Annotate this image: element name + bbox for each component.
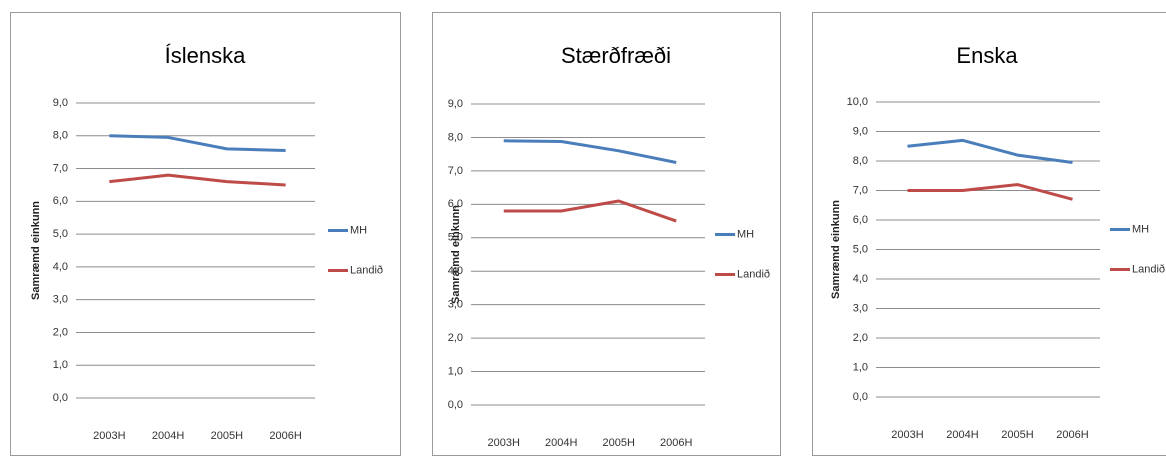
chart-title: Íslenska: [165, 43, 246, 68]
y-tick-label: 8,0: [448, 131, 463, 143]
y-tick-label: 2,0: [448, 332, 463, 344]
series-line: [503, 199, 677, 223]
y-tick-label: 4,0: [853, 273, 868, 285]
x-tick-label: 2004H: [946, 429, 978, 441]
y-tick-label: 9,0: [448, 98, 463, 110]
y-tick-label: 3,0: [853, 302, 868, 314]
x-tick-label: 2004H: [545, 437, 577, 449]
y-tick-label: 1,0: [853, 361, 868, 373]
legend-label: MH: [737, 228, 754, 240]
x-tick-label: 2005H: [1001, 429, 1033, 441]
y-tick-label: 5,0: [53, 228, 68, 240]
y-tick-label: 0,0: [53, 392, 68, 404]
y-axis-label: Samræmd einkunn: [30, 201, 42, 300]
series-line: [109, 173, 286, 187]
y-tick-label: 3,0: [53, 294, 68, 306]
legend-label: Landið: [1132, 263, 1165, 275]
series-line: [109, 134, 286, 153]
series-line: [907, 183, 1073, 201]
y-tick-label: 5,0: [448, 232, 463, 244]
y-axis-label: Samræmd einkunn: [450, 205, 462, 304]
y-tick-label: 0,0: [853, 391, 868, 403]
panel-frame: [812, 12, 1166, 456]
series-line: [503, 139, 677, 164]
y-tick-label: 1,0: [53, 359, 68, 371]
y-tick-label: 5,0: [853, 243, 868, 255]
y-tick-label: 2,0: [53, 326, 68, 338]
y-tick-label: 8,0: [53, 130, 68, 142]
y-tick-label: 2,0: [853, 332, 868, 344]
series-line: [907, 138, 1073, 164]
y-tick-label: 7,0: [853, 184, 868, 196]
y-tick-label: 6,0: [53, 195, 68, 207]
x-tick-label: 2003H: [488, 437, 520, 449]
x-tick-label: 2003H: [891, 429, 923, 441]
x-tick-label: 2004H: [152, 430, 184, 442]
y-tick-label: 1,0: [448, 365, 463, 377]
chart-title: Stærðfræði: [561, 43, 671, 68]
x-tick-label: 2005H: [603, 437, 635, 449]
x-tick-label: 2006H: [660, 437, 692, 449]
y-tick-label: 9,0: [853, 125, 868, 137]
x-tick-label: 2005H: [211, 430, 243, 442]
legend-label: MH: [1132, 223, 1149, 235]
y-axis-label: Samræmd einkunn: [830, 200, 842, 299]
x-tick-label: 2003H: [93, 430, 125, 442]
legend-label: Landið: [737, 268, 770, 280]
chart-title: Enska: [956, 43, 1018, 68]
legend-label: Landið: [350, 264, 383, 276]
y-tick-label: 6,0: [853, 214, 868, 226]
y-tick-label: 3,0: [448, 299, 463, 311]
y-tick-label: 10,0: [847, 96, 868, 108]
y-tick-label: 0,0: [448, 399, 463, 411]
y-tick-label: 9,0: [53, 97, 68, 109]
y-tick-label: 4,0: [53, 261, 68, 273]
y-tick-label: 4,0: [448, 265, 463, 277]
x-tick-label: 2006H: [1056, 429, 1088, 441]
y-tick-label: 7,0: [448, 165, 463, 177]
y-tick-label: 6,0: [448, 198, 463, 210]
y-tick-label: 8,0: [853, 155, 868, 167]
x-tick-label: 2006H: [269, 430, 301, 442]
legend-label: MH: [350, 224, 367, 236]
y-tick-label: 7,0: [53, 162, 68, 174]
